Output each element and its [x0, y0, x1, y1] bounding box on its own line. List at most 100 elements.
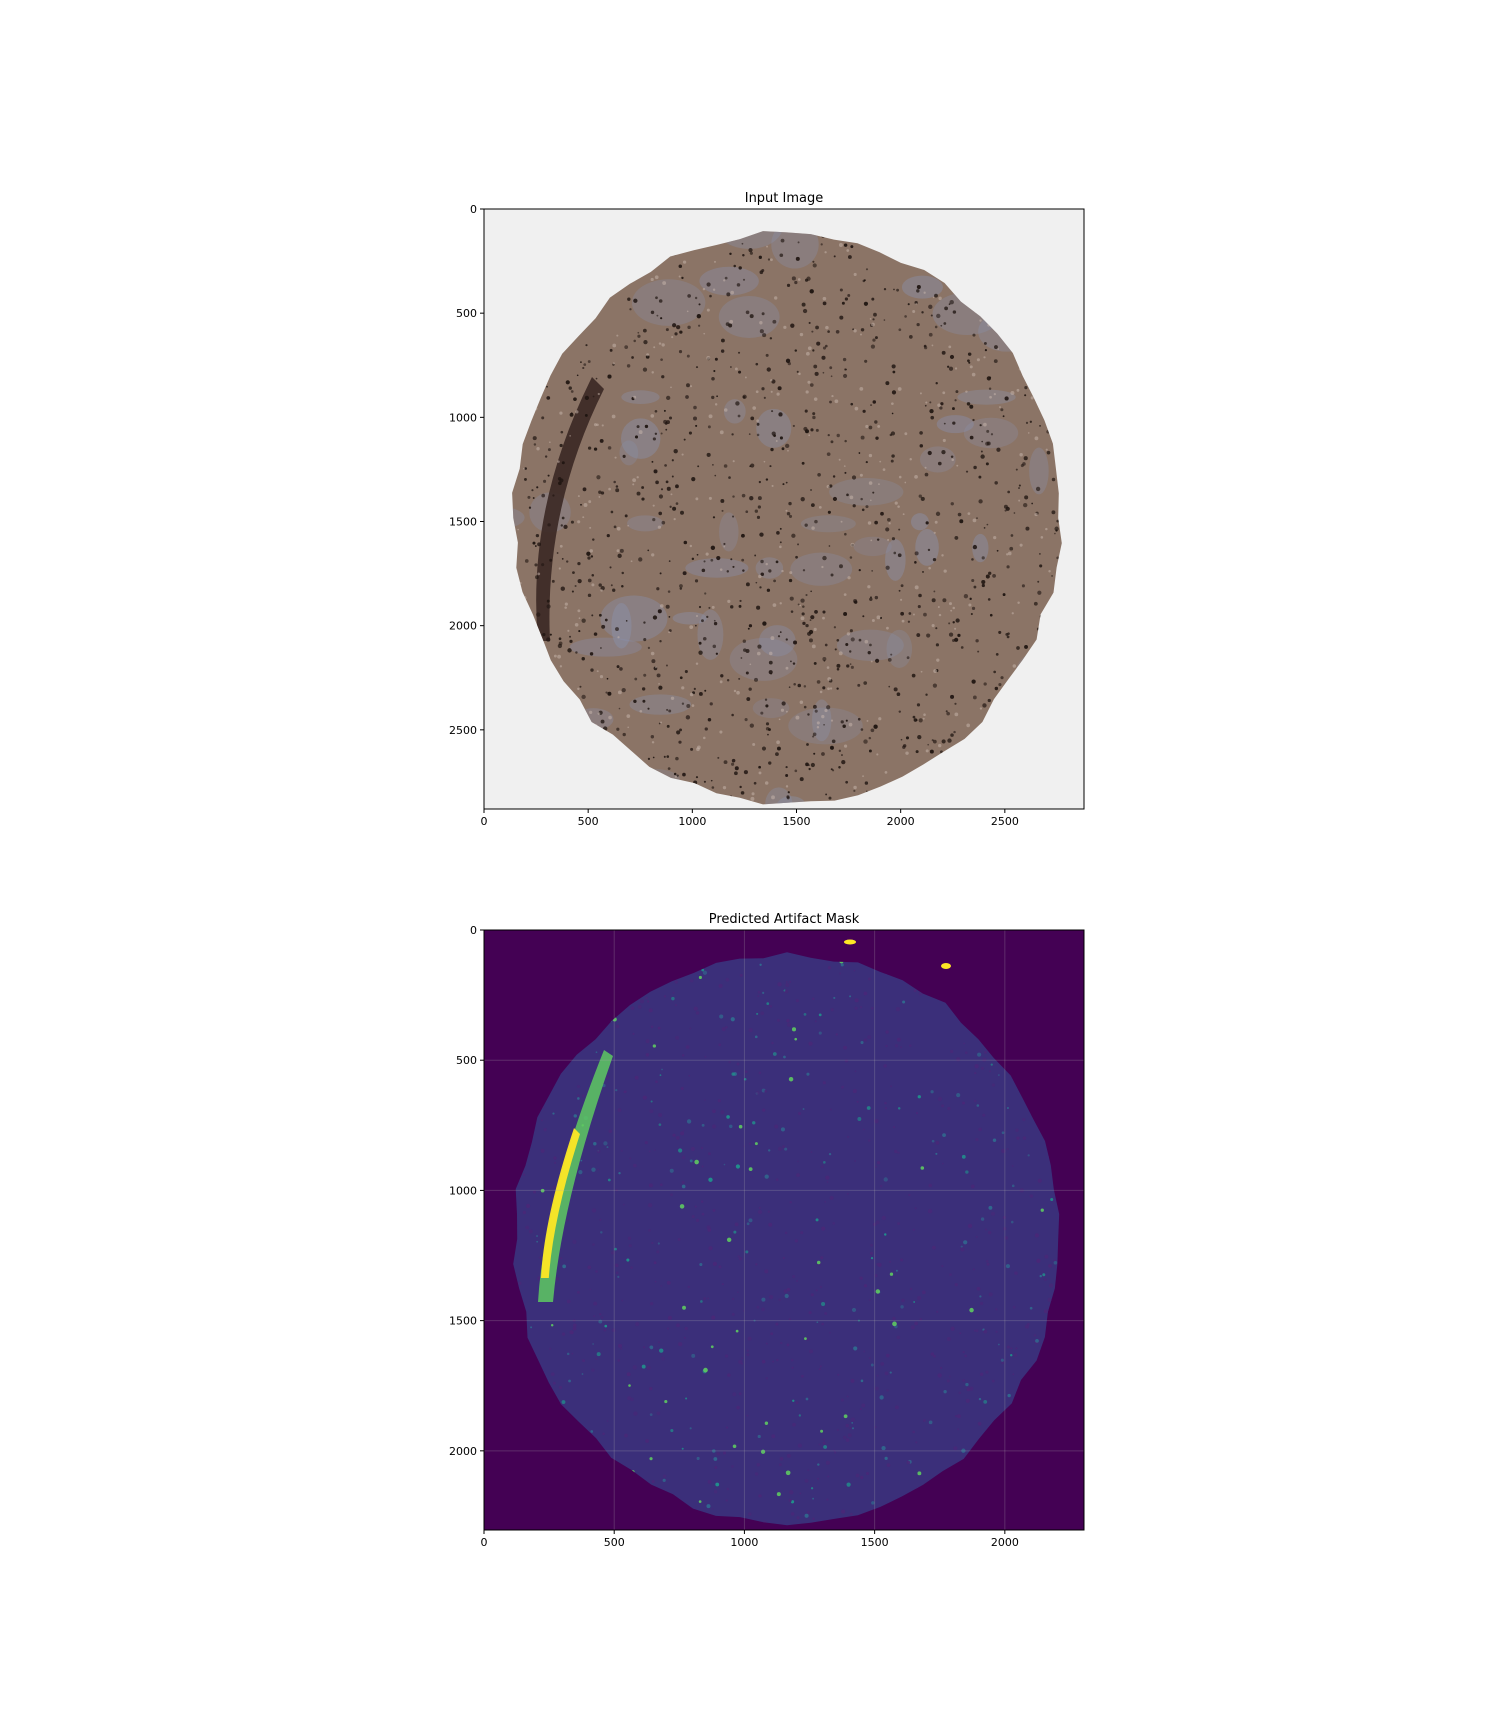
- nucleus-dot: [716, 395, 718, 398]
- mask-speckle: [655, 1080, 658, 1084]
- nucleus-dot: [652, 615, 658, 620]
- mask-hotspot: [652, 1044, 657, 1048]
- mask-speckle: [923, 1419, 926, 1422]
- nucleus-dot: [767, 733, 769, 736]
- nucleus-dot: [905, 736, 910, 740]
- nucleus-dot: [925, 693, 928, 696]
- nucleus-dot: [641, 486, 645, 489]
- light-speckle: [744, 376, 747, 379]
- nucleus-dot: [796, 370, 799, 373]
- nucleus-dot: [647, 646, 651, 650]
- nucleus-dot: [900, 611, 905, 616]
- light-speckle: [954, 712, 959, 717]
- mask-speckle: [788, 1498, 792, 1503]
- nucleus-dot: [928, 332, 933, 337]
- light-speckle: [582, 516, 585, 519]
- nucleus-dot: [814, 371, 819, 376]
- nucleus-dot: [871, 570, 874, 572]
- light-speckle: [785, 710, 788, 713]
- light-speckle: [954, 367, 958, 370]
- mask-speckle: [649, 1387, 653, 1391]
- stroma-patch: [910, 513, 929, 531]
- stroma-patch: [957, 389, 1016, 405]
- nucleus-dot: [804, 523, 808, 527]
- light-speckle: [616, 549, 620, 553]
- mask-speckle: [851, 1427, 855, 1430]
- mask-speckle: [796, 1280, 799, 1282]
- nucleus-dot: [927, 743, 929, 746]
- mask-speckle: [756, 1091, 760, 1095]
- mask-speckle: [980, 1217, 985, 1221]
- nucleus-dot: [535, 575, 539, 580]
- nucleus-dot: [528, 506, 532, 509]
- mask-speckle: [897, 1151, 900, 1154]
- nucleus-dot: [1002, 593, 1006, 597]
- nucleus-dot: [765, 353, 769, 357]
- mask-speckle: [884, 1101, 887, 1105]
- mask-speckle: [662, 1478, 666, 1482]
- mask-hotspot: [698, 1500, 702, 1503]
- nucleus-dot: [745, 582, 750, 587]
- mask-speckle: [895, 1007, 901, 1012]
- nucleus-dot: [734, 771, 738, 776]
- nucleus-dot: [604, 618, 608, 622]
- nucleus-dot: [891, 537, 896, 541]
- nucleus-dot: [779, 541, 782, 544]
- nucleus-dot: [532, 541, 536, 545]
- nucleus-dot: [707, 718, 712, 722]
- light-speckle: [597, 712, 601, 715]
- nucleus-dot: [552, 494, 555, 497]
- mask-speckle: [810, 1293, 814, 1297]
- nucleus-dot: [838, 766, 841, 769]
- nucleus-dot: [927, 450, 932, 456]
- nucleus-dot: [898, 589, 901, 592]
- mask-speckle: [657, 1112, 663, 1118]
- light-speckle: [1007, 551, 1012, 556]
- input-image-chart: 0 500 1000 1500 2000 250005001000150020002500…: [449, 191, 1085, 828]
- mask-speckle: [940, 1366, 943, 1369]
- nucleus-dot: [547, 474, 550, 477]
- mask-speckle: [875, 1220, 880, 1225]
- nucleus-dot: [631, 356, 634, 359]
- light-speckle: [1040, 536, 1044, 539]
- nucleus-dot: [537, 542, 542, 547]
- nucleus-dot: [805, 623, 809, 628]
- mask-speckle: [649, 1109, 654, 1114]
- light-speckle: [843, 744, 848, 748]
- mask-speckle: [677, 1237, 681, 1241]
- mask-speckle: [915, 1441, 918, 1444]
- nucleus-dot: [829, 400, 832, 404]
- mask-speckle: [909, 1044, 912, 1047]
- nucleus-dot: [892, 370, 896, 374]
- nucleus-dot: [782, 483, 785, 486]
- nucleus-dot: [712, 516, 716, 519]
- mask-speckle: [986, 1262, 990, 1266]
- nucleus-dot: [857, 683, 861, 687]
- nucleus-dot: [994, 686, 999, 691]
- mask-speckle: [963, 1240, 968, 1245]
- light-speckle: [941, 554, 944, 557]
- mask-speckle: [989, 1070, 991, 1073]
- nucleus-dot: [703, 780, 706, 783]
- nucleus-dot: [726, 679, 730, 682]
- nucleus-dot: [671, 475, 674, 478]
- nucleus-dot: [943, 422, 946, 425]
- mask-speckle: [1050, 1197, 1054, 1202]
- nucleus-dot: [706, 615, 709, 619]
- light-speckle: [673, 517, 676, 521]
- mask-speckle: [900, 1046, 902, 1048]
- nucleus-dot: [954, 536, 959, 540]
- nucleus-dot: [652, 756, 655, 759]
- nucleus-dot: [979, 424, 982, 427]
- nucleus-dot: [808, 321, 811, 324]
- light-speckle: [811, 526, 815, 530]
- nucleus-dot: [846, 493, 849, 497]
- nucleus-dot: [557, 476, 562, 481]
- nucleus-dot: [830, 440, 834, 444]
- mask-speckle: [653, 1149, 656, 1151]
- nucleus-dot: [963, 594, 969, 599]
- nucleus-dot: [955, 618, 960, 623]
- mask-speckle: [985, 1370, 989, 1374]
- nucleus-dot: [721, 509, 724, 512]
- nucleus-dot: [729, 252, 732, 256]
